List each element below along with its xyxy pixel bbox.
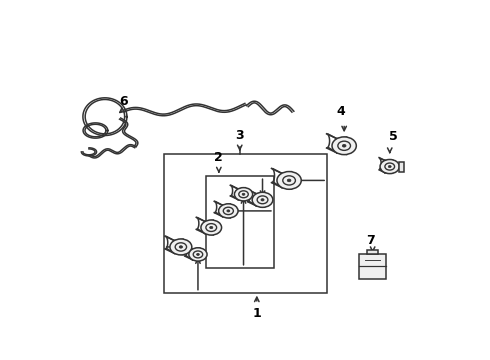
Circle shape: [227, 210, 230, 212]
Text: 4: 4: [336, 105, 345, 118]
Circle shape: [287, 179, 291, 182]
Circle shape: [277, 172, 301, 189]
Bar: [367, 250, 378, 253]
Text: 6: 6: [120, 95, 128, 108]
Text: 3: 3: [235, 129, 244, 141]
Text: 2: 2: [215, 151, 223, 164]
Circle shape: [196, 253, 199, 256]
Circle shape: [332, 137, 356, 155]
Circle shape: [234, 188, 253, 201]
Circle shape: [261, 199, 264, 201]
Text: 7: 7: [367, 234, 375, 247]
Text: 1: 1: [252, 307, 261, 320]
Circle shape: [380, 159, 399, 174]
Circle shape: [219, 204, 238, 218]
Circle shape: [242, 193, 245, 195]
Circle shape: [210, 226, 213, 229]
Circle shape: [201, 220, 221, 235]
Circle shape: [179, 246, 182, 248]
Circle shape: [343, 144, 346, 147]
Circle shape: [170, 239, 192, 255]
Bar: [164, 154, 327, 293]
Text: 5: 5: [389, 130, 398, 143]
Circle shape: [252, 192, 273, 207]
Bar: [359, 253, 387, 279]
Circle shape: [388, 166, 391, 168]
Circle shape: [189, 248, 207, 261]
Bar: [206, 176, 274, 268]
Bar: [399, 162, 404, 171]
